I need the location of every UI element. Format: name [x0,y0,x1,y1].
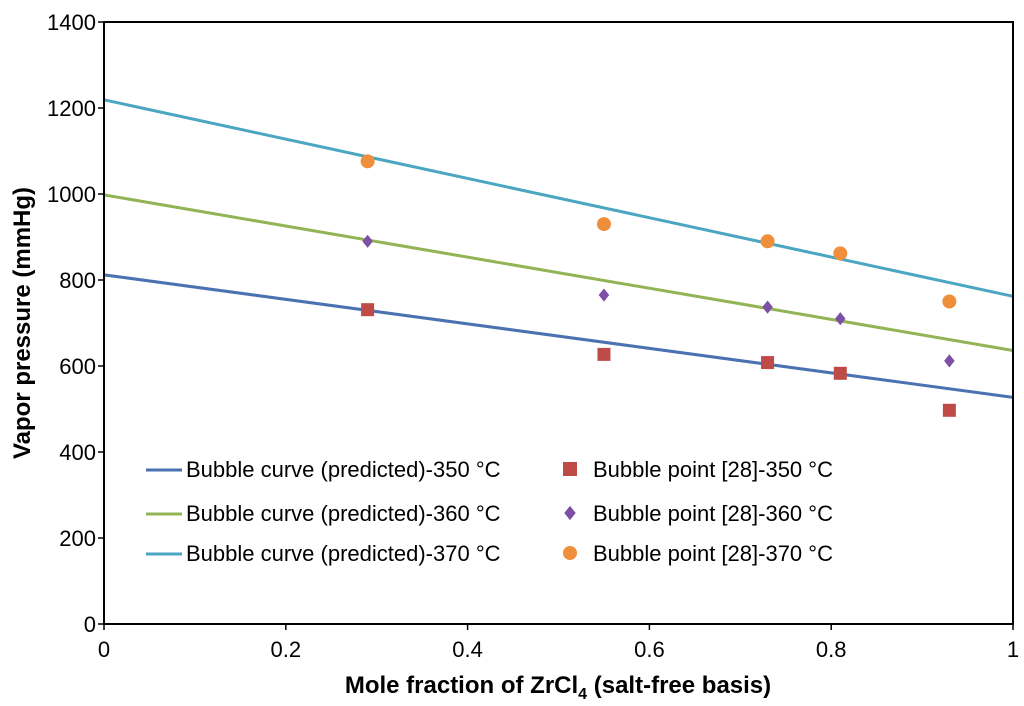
legend-line-label-1: Bubble curve (predicted)-350 °C [186,457,501,482]
plot-frame [103,21,1014,625]
plot-background [104,22,1013,624]
x-axis-title: Mole fraction of ZrCl4 (salt-free basis) [345,672,771,703]
x-tick-labels: 0 0.2 0.4 0.6 0.8 1 [98,624,1019,662]
legend-marker-swatch-2 [564,505,576,521]
y-tick-label-1: 0 [84,612,96,637]
bubble-point-2-5 [944,354,955,368]
bubble-point-3-4 [833,246,848,261]
y-tick-label-4: 600 [59,354,96,379]
bubble-point-2-4 [835,312,846,326]
bubble-curve-line-3 [103,98,1014,298]
bubble-point-3-2 [596,217,611,232]
legend-marker-label-2: Bubble point [28]-360 °C [593,501,833,526]
y-tick-label-8: 1400 [47,10,96,35]
bubble-curve-line-2 [103,193,1014,352]
y-tick-label-5: 800 [59,268,96,293]
x-tick-label-6: 1 [1007,637,1019,662]
legend-line-label-2: Bubble curve (predicted)-360 °C [186,501,501,526]
bubble-point-3-1 [360,154,375,169]
bubble-curve-line-1 [103,273,1014,399]
legend-marker-label-3: Bubble point [28]-370 °C [593,541,833,566]
x-tick-label-5: 0.8 [816,637,847,662]
legend-marker-swatch-1 [563,462,577,476]
x-tick-label-1: 0 [98,637,110,662]
y-tick-labels: 0 200 400 600 800 1000 1200 1400 [47,10,104,637]
bubble-point-2-2 [598,288,610,302]
bubble-point-1-4 [833,366,847,380]
y-tick-label-6: 1000 [47,182,96,207]
bubble-point-2-1 [362,234,373,248]
legend: Bubble curve (predicted)-350 °C Bubble cu… [146,457,833,566]
x-tick-label-3: 0.4 [452,637,483,662]
y-tick-label-3: 400 [59,440,96,465]
x-tick-label-4: 0.6 [634,637,665,662]
legend-line-label-3: Bubble curve (predicted)-370 °C [186,541,501,566]
y-tick-label-2: 200 [59,526,96,551]
bubble-point-1-1 [361,303,375,317]
axes [103,21,1014,625]
x-tick-label-2: 0.2 [271,637,302,662]
x-axis-title-main: Mole fraction of ZrCl [345,672,578,699]
legend-marker-swatch-3 [563,546,577,560]
plot-area [104,22,1013,624]
bubble-point-3-3 [760,234,775,249]
bubble-point-3-5 [942,294,957,309]
bubble-point-markers [360,154,957,417]
y-axis-title: Vapor pressure (mmHg) [9,187,36,459]
bubble-point-1-2 [597,347,611,361]
legend-marker-label-1: Bubble point [28]-350 °C [593,457,833,482]
y-tick-label-7: 1200 [47,96,96,121]
x-axis-title-subscript: 4 [578,686,587,703]
bubble-point-2-3 [762,300,773,314]
bubble-point-1-5 [942,403,956,417]
bubble-curve-lines [103,98,1014,399]
x-axis-title-suffix: (salt-free basis) [587,672,771,699]
bubble-point-1-3 [761,356,775,370]
